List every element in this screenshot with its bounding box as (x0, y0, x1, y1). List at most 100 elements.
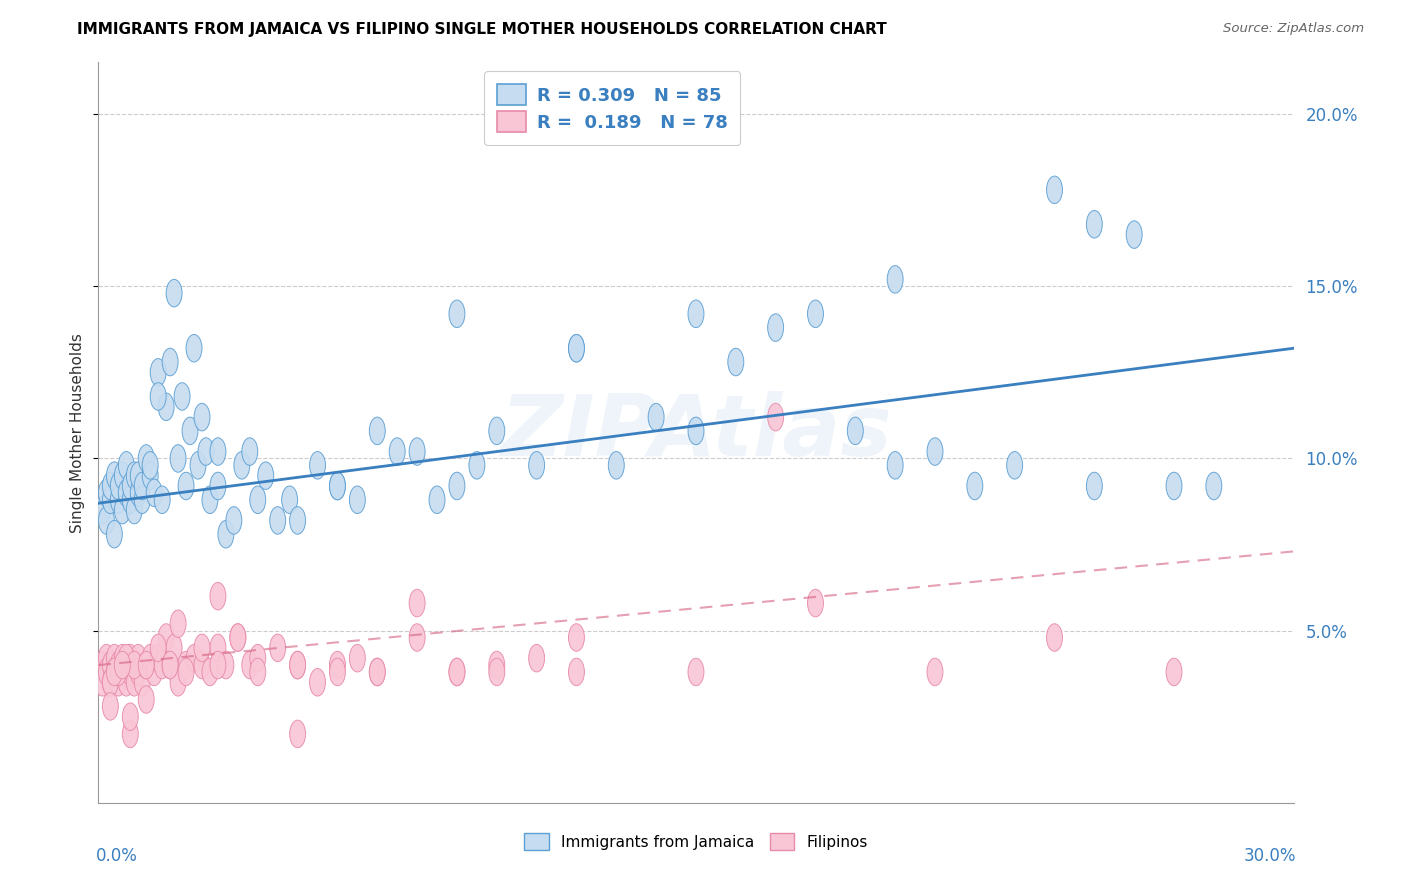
Ellipse shape (1166, 658, 1182, 686)
Ellipse shape (142, 462, 159, 490)
Ellipse shape (98, 644, 114, 672)
Ellipse shape (179, 651, 194, 679)
Ellipse shape (329, 651, 346, 679)
Ellipse shape (1087, 211, 1102, 238)
Ellipse shape (127, 651, 142, 679)
Ellipse shape (1046, 176, 1063, 203)
Ellipse shape (107, 520, 122, 548)
Ellipse shape (198, 438, 214, 466)
Legend: Immigrants from Jamaica, Filipinos: Immigrants from Jamaica, Filipinos (517, 825, 875, 858)
Ellipse shape (194, 634, 209, 662)
Ellipse shape (449, 658, 465, 686)
Ellipse shape (146, 658, 162, 686)
Ellipse shape (568, 334, 585, 362)
Ellipse shape (138, 686, 155, 714)
Ellipse shape (122, 720, 138, 747)
Ellipse shape (250, 486, 266, 514)
Ellipse shape (166, 634, 183, 662)
Ellipse shape (807, 300, 824, 327)
Ellipse shape (98, 479, 114, 507)
Ellipse shape (183, 417, 198, 445)
Ellipse shape (159, 624, 174, 651)
Ellipse shape (370, 658, 385, 686)
Ellipse shape (103, 472, 118, 500)
Ellipse shape (162, 348, 179, 376)
Ellipse shape (350, 486, 366, 514)
Ellipse shape (94, 651, 111, 679)
Text: 0.0%: 0.0% (96, 847, 138, 865)
Ellipse shape (118, 451, 135, 479)
Ellipse shape (194, 403, 209, 431)
Ellipse shape (270, 507, 285, 534)
Ellipse shape (179, 658, 194, 686)
Ellipse shape (568, 658, 585, 686)
Ellipse shape (150, 634, 166, 662)
Ellipse shape (127, 668, 142, 696)
Ellipse shape (329, 472, 346, 500)
Ellipse shape (135, 472, 150, 500)
Ellipse shape (131, 462, 146, 490)
Ellipse shape (114, 496, 131, 524)
Ellipse shape (150, 644, 166, 672)
Ellipse shape (202, 658, 218, 686)
Ellipse shape (127, 462, 142, 490)
Ellipse shape (290, 507, 305, 534)
Text: 30.0%: 30.0% (1243, 847, 1296, 865)
Ellipse shape (257, 462, 274, 490)
Ellipse shape (162, 651, 179, 679)
Ellipse shape (568, 624, 585, 651)
Ellipse shape (142, 644, 159, 672)
Ellipse shape (887, 266, 903, 293)
Ellipse shape (155, 486, 170, 514)
Ellipse shape (103, 668, 118, 696)
Ellipse shape (688, 300, 704, 327)
Ellipse shape (114, 462, 131, 490)
Ellipse shape (1007, 451, 1022, 479)
Ellipse shape (449, 472, 465, 500)
Ellipse shape (231, 624, 246, 651)
Ellipse shape (127, 651, 142, 679)
Ellipse shape (103, 486, 118, 514)
Ellipse shape (127, 496, 142, 524)
Ellipse shape (209, 651, 226, 679)
Ellipse shape (122, 703, 138, 731)
Ellipse shape (107, 658, 122, 686)
Ellipse shape (135, 486, 150, 514)
Text: ZIPAtlas: ZIPAtlas (501, 391, 891, 475)
Ellipse shape (118, 668, 135, 696)
Ellipse shape (209, 634, 226, 662)
Ellipse shape (170, 610, 186, 638)
Ellipse shape (728, 348, 744, 376)
Ellipse shape (186, 334, 202, 362)
Ellipse shape (807, 590, 824, 617)
Ellipse shape (122, 486, 138, 514)
Ellipse shape (114, 651, 131, 679)
Ellipse shape (190, 451, 207, 479)
Ellipse shape (609, 451, 624, 479)
Ellipse shape (135, 668, 150, 696)
Ellipse shape (250, 644, 266, 672)
Ellipse shape (170, 445, 186, 472)
Ellipse shape (186, 644, 202, 672)
Ellipse shape (218, 520, 233, 548)
Ellipse shape (202, 486, 218, 514)
Text: IMMIGRANTS FROM JAMAICA VS FILIPINO SINGLE MOTHER HOUSEHOLDS CORRELATION CHART: IMMIGRANTS FROM JAMAICA VS FILIPINO SING… (77, 22, 887, 37)
Ellipse shape (370, 417, 385, 445)
Y-axis label: Single Mother Households: Single Mother Households (70, 333, 86, 533)
Ellipse shape (927, 438, 943, 466)
Ellipse shape (118, 644, 135, 672)
Ellipse shape (768, 403, 783, 431)
Ellipse shape (290, 651, 305, 679)
Ellipse shape (688, 417, 704, 445)
Ellipse shape (194, 651, 209, 679)
Ellipse shape (166, 279, 183, 307)
Ellipse shape (114, 644, 131, 672)
Ellipse shape (107, 658, 122, 686)
Ellipse shape (389, 438, 405, 466)
Ellipse shape (1126, 221, 1142, 248)
Ellipse shape (768, 314, 783, 342)
Ellipse shape (162, 651, 179, 679)
Ellipse shape (159, 393, 174, 420)
Ellipse shape (150, 383, 166, 410)
Ellipse shape (688, 658, 704, 686)
